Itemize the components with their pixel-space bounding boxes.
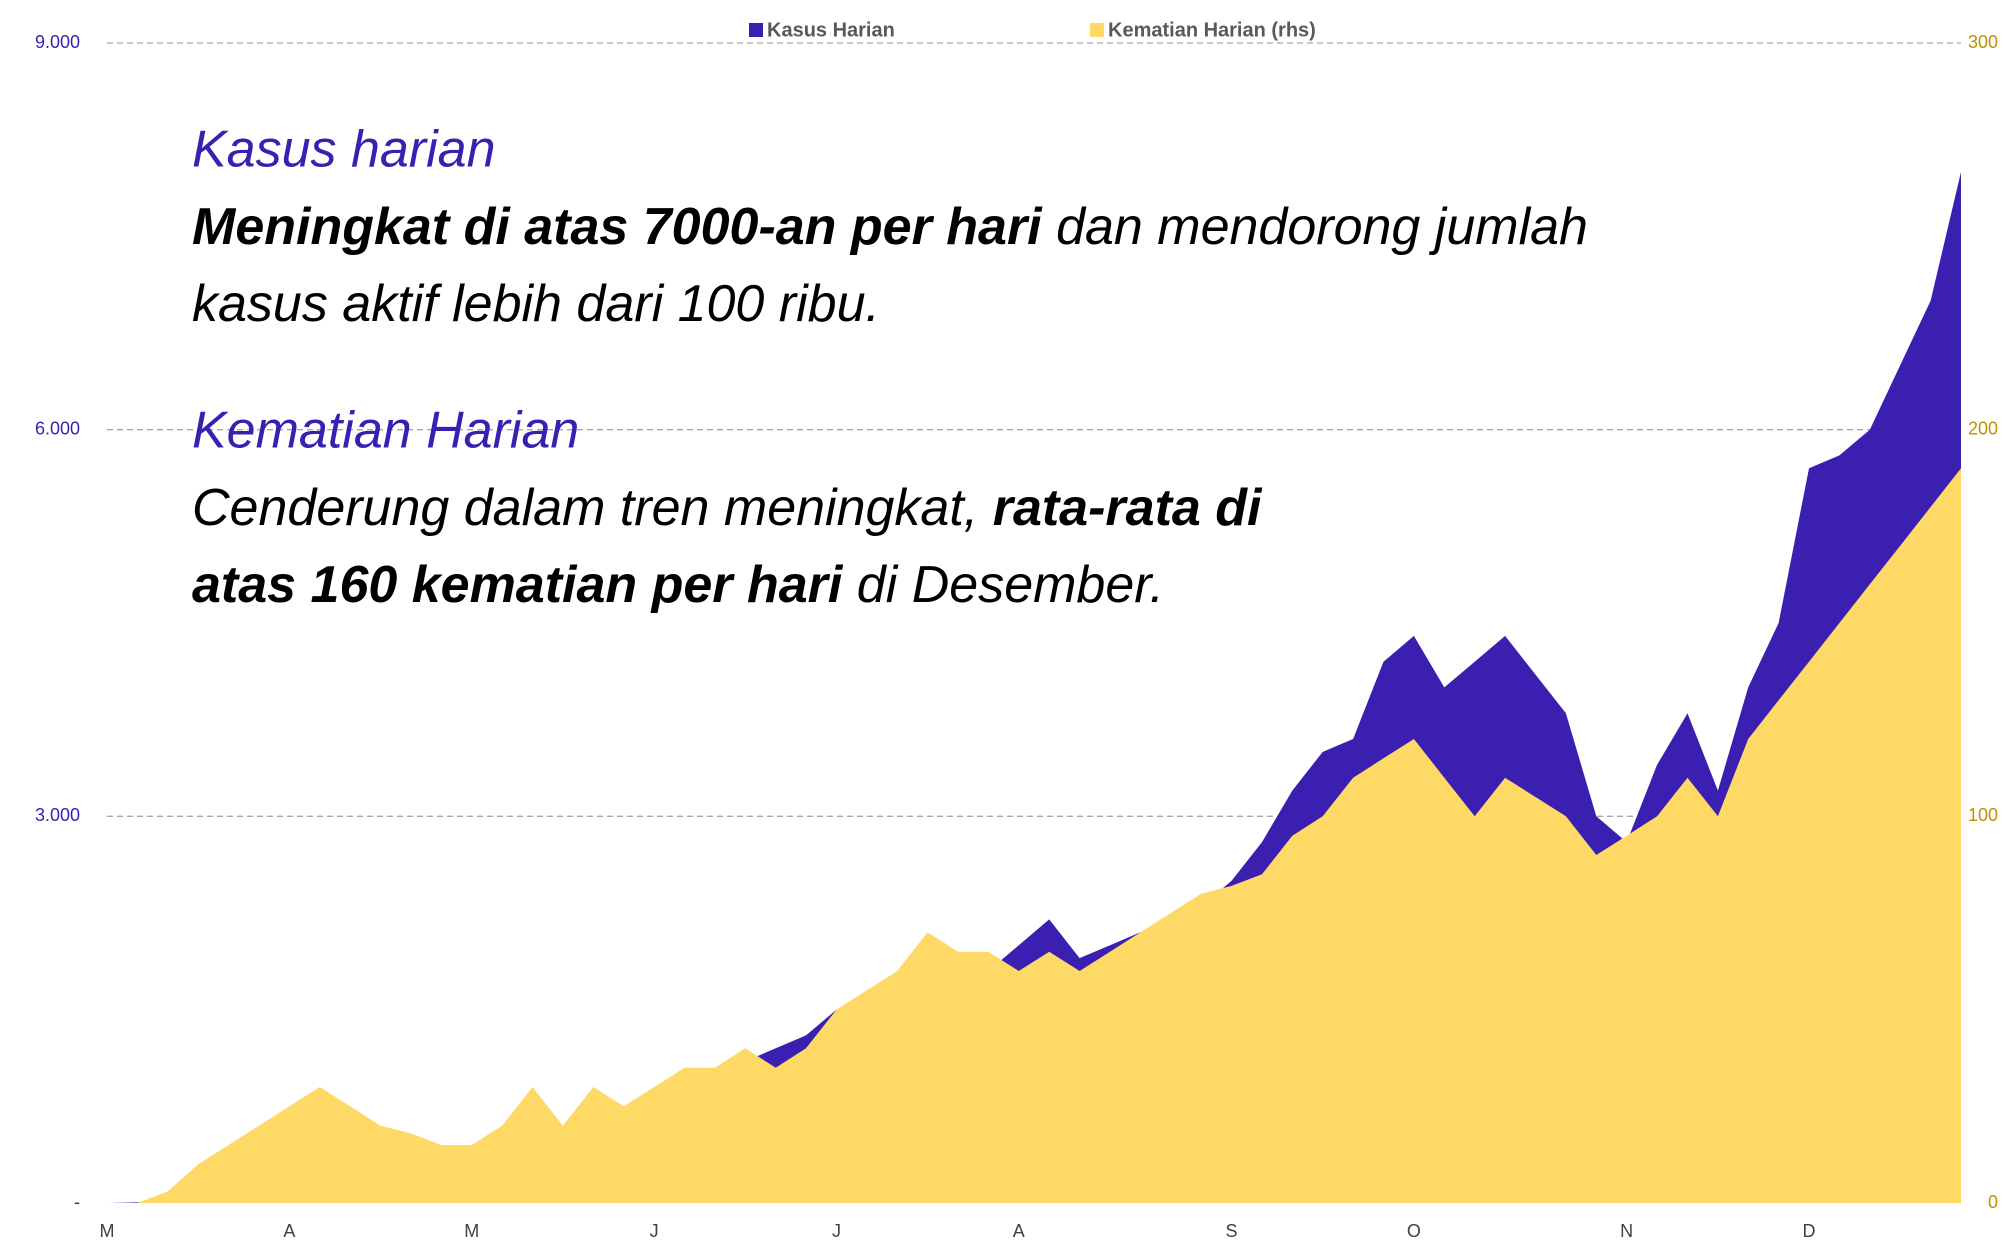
legend-label: Kematian Harian (rhs) [1108,19,1316,41]
x-tick-label: J [832,1221,841,1241]
legend-swatch [749,23,763,37]
y2-tick-label: 300 [1968,32,1998,52]
annotation-run: atas 160 kematian per hari [192,556,844,614]
annotation-text: Meningkat di atas 7000-an per hari dan m… [192,198,1588,256]
annotation-run: rata-rata di [993,479,1263,537]
x-tick-label: O [1407,1221,1421,1241]
x-tick-label: M [100,1221,115,1241]
x-tick-label: A [1013,1221,1025,1241]
y-tick-label: 6.000 [35,418,80,438]
annotation-run: Meningkat di atas 7000-an per hari [192,198,1043,256]
y-tick-label: 9.000 [35,32,80,52]
annotation-text: kasus aktif lebih dari 100 ribu. [192,275,880,333]
y2-tick-label: 200 [1968,418,1998,438]
annotation-text: Cenderung dalam tren meningkat, rata-rat… [192,479,1263,537]
x-tick-label: D [1803,1221,1816,1241]
y-tick-label: 3.000 [35,805,80,825]
annotation-text: atas 160 kematian per hari di Desember. [192,556,1164,614]
x-tick-label: J [650,1221,659,1241]
x-tick-label: A [283,1221,295,1241]
x-tick-label: M [464,1221,479,1241]
annotation-run: di Desember. [842,556,1164,614]
x-tick-label: N [1620,1221,1633,1241]
annotation-run: kasus aktif lebih dari 100 ribu. [192,275,880,333]
y2-tick-label: 100 [1968,805,1998,825]
area [107,468,1961,1203]
annotation-heading: Kematian Harian [192,402,579,460]
annotation-run: Cenderung dalam tren meningkat, [192,479,993,537]
y-tick-label: - [74,1192,80,1212]
annotation-run: dan mendorong jumlah [1042,198,1588,256]
legend-swatch [1090,23,1104,37]
x-tick-label: S [1226,1221,1238,1241]
legend-label: Kasus Harian [767,19,895,41]
annotation-heading: Kasus harian [192,121,496,179]
y2-tick-label: 0 [1988,1192,1998,1212]
